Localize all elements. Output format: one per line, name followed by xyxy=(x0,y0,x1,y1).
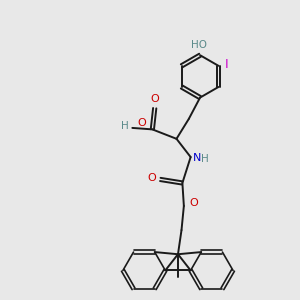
Text: O: O xyxy=(150,94,159,104)
Text: H: H xyxy=(121,122,129,131)
Text: HO: HO xyxy=(190,40,207,50)
Text: N: N xyxy=(192,153,201,163)
Text: I: I xyxy=(224,58,228,71)
Text: H: H xyxy=(201,154,209,164)
Text: O: O xyxy=(138,118,146,128)
Text: O: O xyxy=(148,173,157,183)
Text: O: O xyxy=(189,198,198,208)
